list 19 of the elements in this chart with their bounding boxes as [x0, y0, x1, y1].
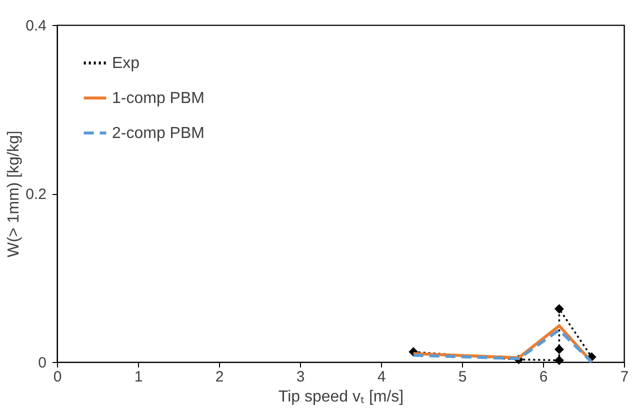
x-tick-label: 4 — [377, 368, 386, 386]
x-axis-title: Tip speed vₜ [m/s] — [278, 388, 404, 406]
legend-label: Exp — [112, 55, 140, 72]
x-tick-label: 0 — [53, 368, 62, 386]
point — [554, 356, 564, 366]
y-axis-title: W(> 1mm) [kg/kg] — [6, 130, 23, 258]
y-tick-label: 0.4 — [26, 18, 46, 34]
x-tick-label: 5 — [458, 368, 467, 386]
point — [554, 344, 564, 354]
point — [554, 304, 564, 314]
x-tick-label: 7 — [620, 368, 629, 386]
x-tick-label: 2 — [215, 368, 224, 386]
y-tick-label: 0.2 — [26, 186, 46, 203]
x-tick-label: 3 — [296, 368, 305, 386]
legend-label: 2-comp PBM — [112, 125, 204, 142]
x-tick-label: 6 — [539, 368, 548, 386]
legend-label: 1-comp PBM — [112, 90, 204, 107]
y-tick-label: 0 — [38, 354, 46, 372]
x-tick-label: 1 — [134, 368, 143, 386]
